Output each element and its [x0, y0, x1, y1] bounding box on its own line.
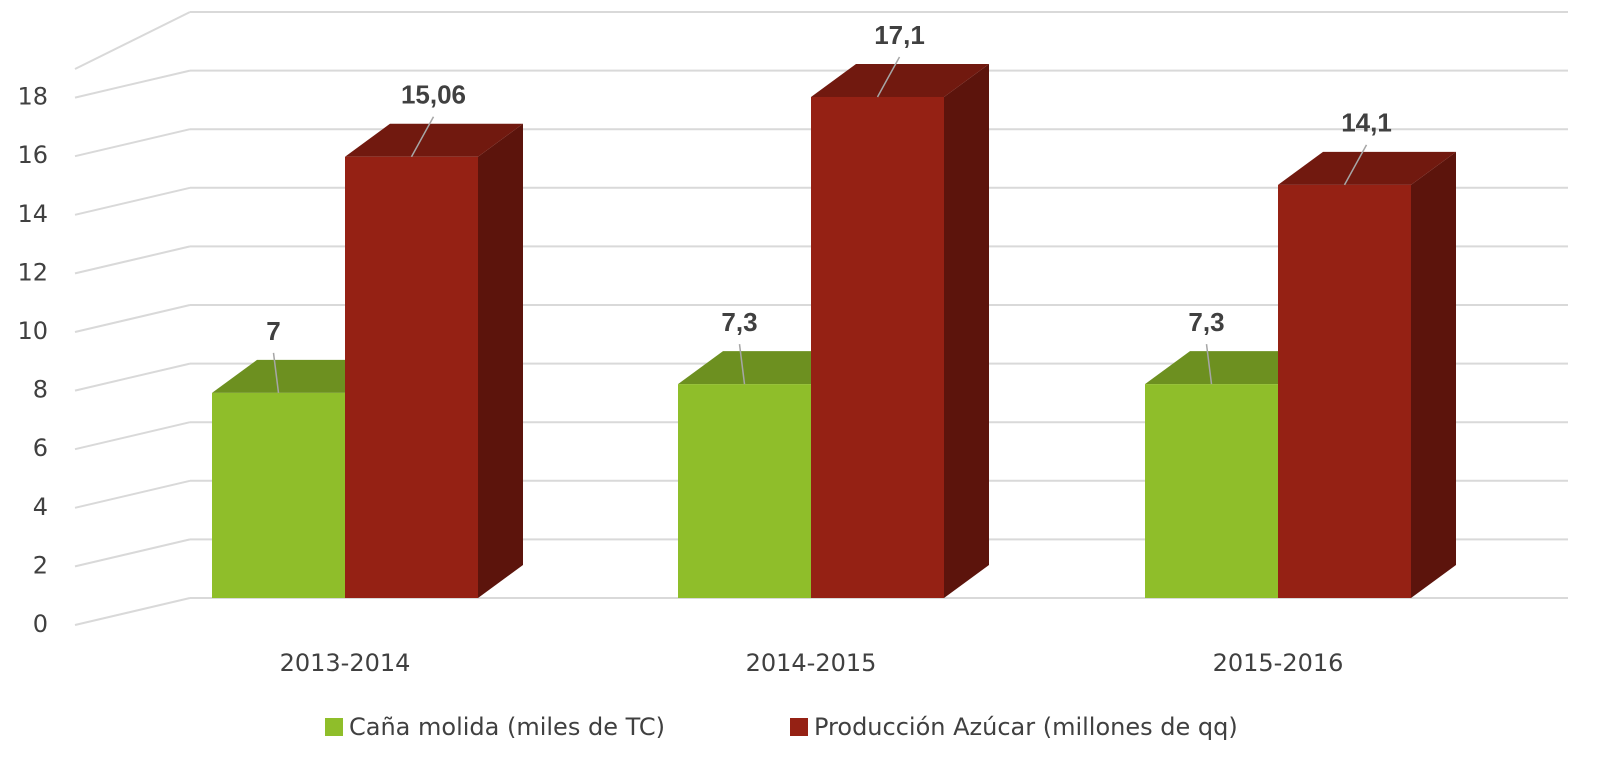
wall-edge — [74, 11, 191, 70]
bar-side — [478, 123, 523, 598]
data-label: 14,1 — [1341, 108, 1392, 138]
leader-line — [272, 352, 280, 393]
grid-line — [74, 362, 191, 392]
grid-line — [74, 538, 191, 568]
legend-label: Producción Azúcar (millones de qq) — [814, 713, 1238, 741]
data-label: 15,06 — [401, 80, 466, 110]
y-tick-label: 2 — [33, 551, 48, 579]
legend-swatch — [790, 718, 808, 736]
x-tick-label: 2014-2015 — [746, 649, 877, 677]
x-tick-label: 2013-2014 — [280, 649, 411, 677]
bar — [345, 156, 478, 598]
grid-line — [74, 128, 191, 158]
y-tick-label: 16 — [17, 141, 48, 169]
bar-side — [1411, 151, 1456, 598]
y-tick-label: 12 — [17, 258, 48, 286]
x-tick-label: 2015-2016 — [1213, 649, 1344, 677]
y-tick-label: 18 — [17, 83, 48, 111]
bar — [212, 392, 345, 598]
bar — [811, 96, 944, 598]
data-label: 17,1 — [874, 20, 925, 50]
grid-line — [74, 597, 191, 626]
leader-line — [1343, 144, 1368, 186]
leader-line — [738, 344, 746, 385]
bar-top — [345, 123, 523, 157]
y-tick-label: 10 — [17, 317, 48, 345]
data-label: 7 — [266, 316, 280, 346]
bar-top — [811, 63, 989, 97]
bar — [1145, 384, 1278, 598]
grid-line — [74, 186, 191, 216]
bar-top — [1278, 151, 1456, 185]
leader-line — [876, 56, 901, 98]
legend-label: Caña molida (miles de TC) — [349, 713, 665, 741]
leader-line — [410, 116, 435, 158]
grid-line — [74, 69, 191, 99]
leader-line — [1205, 344, 1213, 385]
grid-line — [74, 245, 191, 275]
grid-line — [74, 479, 191, 509]
bar — [1278, 184, 1411, 598]
bar — [678, 384, 811, 598]
y-tick-label: 0 — [33, 610, 48, 638]
data-label: 7,3 — [1188, 307, 1224, 337]
grid-line — [74, 304, 191, 333]
y-tick-label: 8 — [33, 376, 48, 404]
data-label: 7,3 — [721, 307, 757, 337]
legend-swatch — [325, 718, 343, 736]
y-tick-label: 4 — [33, 493, 48, 521]
grid-line — [74, 421, 191, 451]
bar-side — [944, 63, 989, 599]
y-tick-label: 6 — [33, 434, 48, 462]
y-tick-label: 14 — [17, 200, 48, 228]
